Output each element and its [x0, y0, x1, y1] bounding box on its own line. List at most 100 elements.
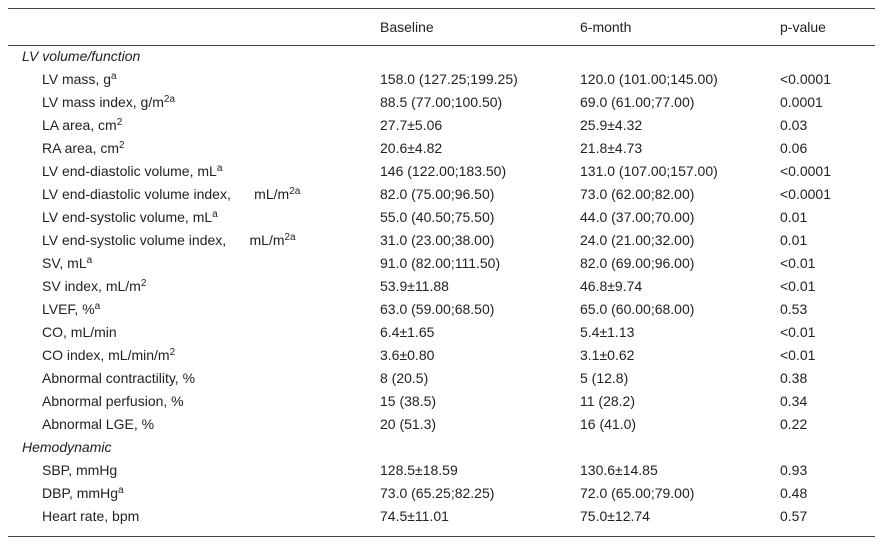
cell-value: 16 (41.0)	[580, 416, 637, 432]
row-label: LV end-diastolic volume, mLa	[42, 160, 222, 183]
row-label: CO index, mL/min/m2	[42, 344, 175, 367]
cell-value: 73.0 (65.25;82.25)	[380, 485, 495, 501]
label-text: LV end-diastolic volume, mL	[42, 163, 217, 179]
label-superscript: 2a	[289, 186, 301, 197]
cell-value: 146 (122.00;183.50)	[380, 163, 507, 179]
label-superscript: 2	[140, 278, 147, 289]
cell-value: 82.0 (75.00;96.50)	[380, 186, 495, 202]
label-text: LV end-systolic volume, mL	[42, 209, 213, 225]
row-label: Abnormal LGE, %	[42, 413, 154, 436]
cell-value: 0.0001	[780, 94, 823, 110]
row-label: LV mass, ga	[42, 68, 117, 91]
cell-value: 0.01	[780, 232, 808, 248]
section-title: LV volume/function	[22, 48, 141, 64]
label-text: RA area, cm	[42, 140, 120, 156]
cell-value: 20.6±4.82	[380, 140, 443, 156]
label-superscript: a	[86, 255, 93, 266]
cell-value: 31.0 (23.00;38.00)	[380, 232, 495, 248]
label-text: DBP, mmHg	[42, 485, 118, 501]
cell-value: 21.8±4.73	[580, 140, 643, 156]
label-text: Abnormal contractility, %	[42, 370, 196, 386]
row-label: DBP, mmHga	[42, 482, 124, 505]
cell-value: 74.5±11.01	[380, 508, 449, 524]
row-label: SV index, mL/m2	[42, 275, 146, 298]
label-superscript: a	[94, 301, 101, 312]
label-text: SV, mL	[42, 255, 87, 271]
row-label: RA area, cm2	[42, 137, 125, 160]
cell-value: 0.06	[780, 140, 808, 156]
cell-value: 8 (20.5)	[380, 370, 429, 386]
label-text: Abnormal perfusion, %	[42, 393, 184, 409]
row-label: Abnormal contractility, %	[42, 367, 195, 390]
row-label: LV end-diastolic volume index, mL/m2a	[42, 183, 300, 206]
cell-value: 0.22	[780, 416, 808, 432]
row-label: CO, mL/min	[42, 321, 117, 344]
cell-value: 75.0±12.74	[580, 508, 650, 524]
row-label: SV, mLa	[42, 252, 92, 275]
cell-value: 73.0 (62.00;82.00)	[580, 186, 695, 202]
cell-value: 15 (38.5)	[380, 393, 437, 409]
cell-value: 5.4±1.13	[580, 324, 635, 340]
cell-value: 131.0 (107.00;157.00)	[580, 163, 718, 179]
row-label: LVEF, %a	[42, 298, 100, 321]
label-text: LV mass, g	[42, 71, 111, 87]
label-superscript: a	[111, 71, 117, 82]
cell-value: 3.1±0.62	[580, 347, 635, 363]
row-label: Heart rate, bpm	[42, 505, 139, 528]
cell-value: 63.0 (59.00;68.50)	[380, 301, 495, 317]
label-text: LV end-systolic volume index, mL/m	[42, 232, 285, 248]
label-superscript: 2a	[284, 232, 296, 243]
cell-value: 53.9±11.88	[380, 278, 449, 294]
cell-value: 0.03	[780, 117, 808, 133]
cell-value: 44.0 (37.00;70.00)	[580, 209, 695, 225]
column-header: p-value	[780, 19, 826, 35]
row-label: LA area, cm2	[42, 114, 122, 137]
bottom-rule	[8, 536, 875, 537]
label-text: LV mass index, g/m	[42, 94, 164, 110]
section-title: Hemodynamic	[22, 439, 112, 455]
label-superscript: 2	[116, 117, 123, 128]
cell-value: 82.0 (69.00;96.00)	[580, 255, 695, 271]
cell-value: 65.0 (60.00;68.00)	[580, 301, 695, 317]
label-superscript: 2	[169, 347, 176, 358]
cell-value: 0.34	[780, 393, 808, 409]
cell-value: 130.6±14.85	[580, 462, 658, 478]
label-superscript: a	[216, 163, 223, 174]
row-label: LV mass index, g/m2a	[42, 91, 175, 114]
label-text: SBP, mmHg	[42, 462, 118, 478]
row-label: LV end-systolic volume index, mL/m2a	[42, 229, 296, 252]
label-text: Abnormal LGE, %	[42, 416, 155, 432]
label-text: CO, mL/min	[42, 324, 117, 340]
cell-value: 0.57	[780, 508, 808, 524]
cell-value: <0.01	[780, 347, 816, 363]
cell-value: 69.0 (61.00;77.00)	[580, 94, 695, 110]
label-text: SV index, mL/m	[42, 278, 141, 294]
cell-value: 46.8±9.74	[580, 278, 643, 294]
cell-value: 20 (51.3)	[380, 416, 437, 432]
cell-value: 128.5±18.59	[380, 462, 458, 478]
cell-value: 0.93	[780, 462, 808, 478]
cell-value: 88.5 (77.00;100.50)	[380, 94, 503, 110]
cell-value: 27.7±5.06	[380, 117, 443, 133]
row-label: Abnormal perfusion, %	[42, 390, 184, 413]
cell-value: 5 (12.8)	[580, 370, 629, 386]
label-superscript: a	[117, 485, 124, 496]
label-text: CO index, mL/min/m	[42, 347, 170, 363]
label-text: Heart rate, bpm	[42, 508, 140, 524]
label-text: LV end-diastolic volume index, mL/m	[42, 186, 290, 202]
cell-value: 0.01	[780, 209, 808, 225]
cell-value: <0.01	[780, 278, 816, 294]
header-rule	[8, 45, 875, 46]
cell-value: <0.0001	[780, 71, 831, 87]
cell-value: <0.01	[780, 324, 816, 340]
cell-value: 55.0 (40.50;75.50)	[380, 209, 495, 225]
cell-value: 0.53	[780, 301, 808, 317]
column-header: Baseline	[380, 19, 434, 35]
cell-value: 120.0 (101.00;145.00)	[580, 71, 718, 87]
row-label: SBP, mmHg	[42, 459, 117, 482]
cell-value: 0.48	[780, 485, 808, 501]
row-label: LV end-systolic volume, mLa	[42, 206, 218, 229]
label-superscript: a	[212, 209, 218, 220]
cell-value: 3.6±0.80	[380, 347, 435, 363]
